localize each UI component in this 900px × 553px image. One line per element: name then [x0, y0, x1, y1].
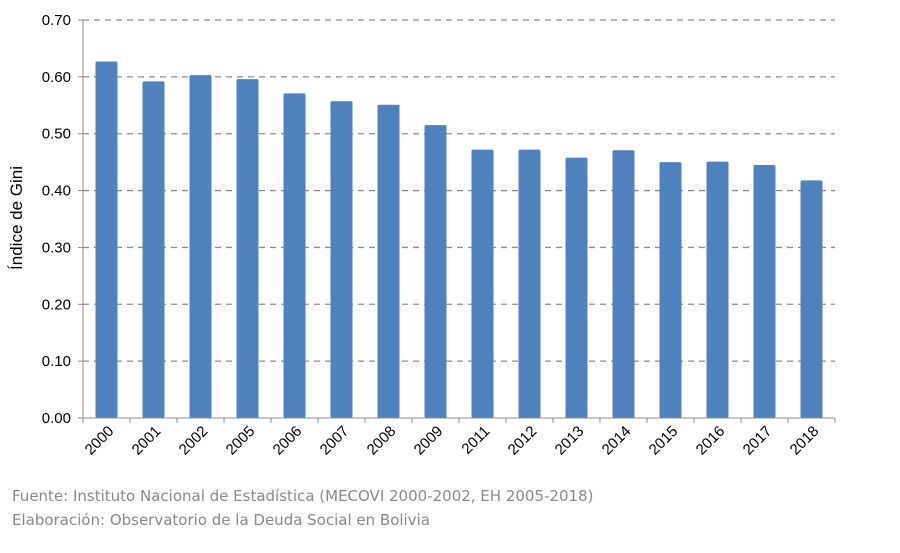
y-tick-label: 0.00	[42, 410, 71, 427]
bar-2017	[753, 164, 776, 418]
x-tick-label: 2005	[223, 423, 259, 459]
footer-source: Fuente: Instituto Nacional de Estadístic…	[12, 487, 594, 505]
bar-2013	[565, 157, 588, 418]
y-tick-label: 0.20	[42, 296, 71, 313]
bar-2007	[330, 101, 353, 418]
bar-2014	[612, 150, 635, 418]
x-tick-label: 2018	[787, 423, 823, 459]
x-tick-label: 2006	[270, 423, 306, 459]
bar-2008	[377, 104, 400, 419]
bar-2009	[424, 125, 447, 418]
x-tick-labels: 2000 2001 2002 2005 2006 2007 2008 2009 2011 2012…	[82, 423, 823, 459]
bar-2015	[659, 162, 682, 418]
axes	[78, 19, 836, 423]
y-tick-label: 0.40	[42, 183, 71, 200]
y-tick-label: 0.50	[42, 126, 71, 143]
x-tick-label: 2008	[364, 423, 400, 459]
x-tick-label: 2015	[646, 423, 682, 459]
y-tick-label: 0.70	[42, 12, 71, 29]
bar-2000	[95, 61, 118, 419]
x-tick-label: 2001	[129, 423, 165, 459]
x-tick-label: 2014	[599, 423, 635, 459]
bars	[95, 61, 823, 419]
y-tick-label: 0.60	[42, 69, 71, 86]
x-tick-label: 2009	[411, 423, 447, 459]
bar-2016	[706, 161, 729, 418]
y-tick-label: 0.30	[42, 239, 71, 256]
x-tick-label: 2002	[176, 423, 212, 459]
bar-2006	[283, 93, 306, 419]
x-tick-label: 2000	[82, 423, 118, 459]
y-axis-label: Índice de Gini	[7, 166, 26, 270]
y-tick-label: 0.10	[42, 353, 71, 370]
x-tick-label: 2013	[552, 423, 588, 459]
bar-2012	[518, 149, 541, 419]
bar-2001	[142, 81, 165, 419]
x-tick-label: 2012	[505, 423, 541, 459]
x-tick-label: 2017	[740, 423, 776, 459]
bar-2011	[471, 149, 494, 419]
bar-2002	[189, 75, 212, 418]
bar-2018	[800, 180, 823, 418]
y-tick-labels: 0.00 0.10 0.20 0.30 0.40 0.50 0.60 0.70	[42, 12, 71, 427]
x-tick-label: 2016	[693, 423, 729, 459]
x-tick-label: 2011	[458, 423, 493, 458]
x-tick-label: 2007	[317, 423, 353, 459]
bar-2005	[236, 79, 259, 418]
footer-credit: Elaboración: Observatorio de la Deuda So…	[12, 511, 430, 529]
